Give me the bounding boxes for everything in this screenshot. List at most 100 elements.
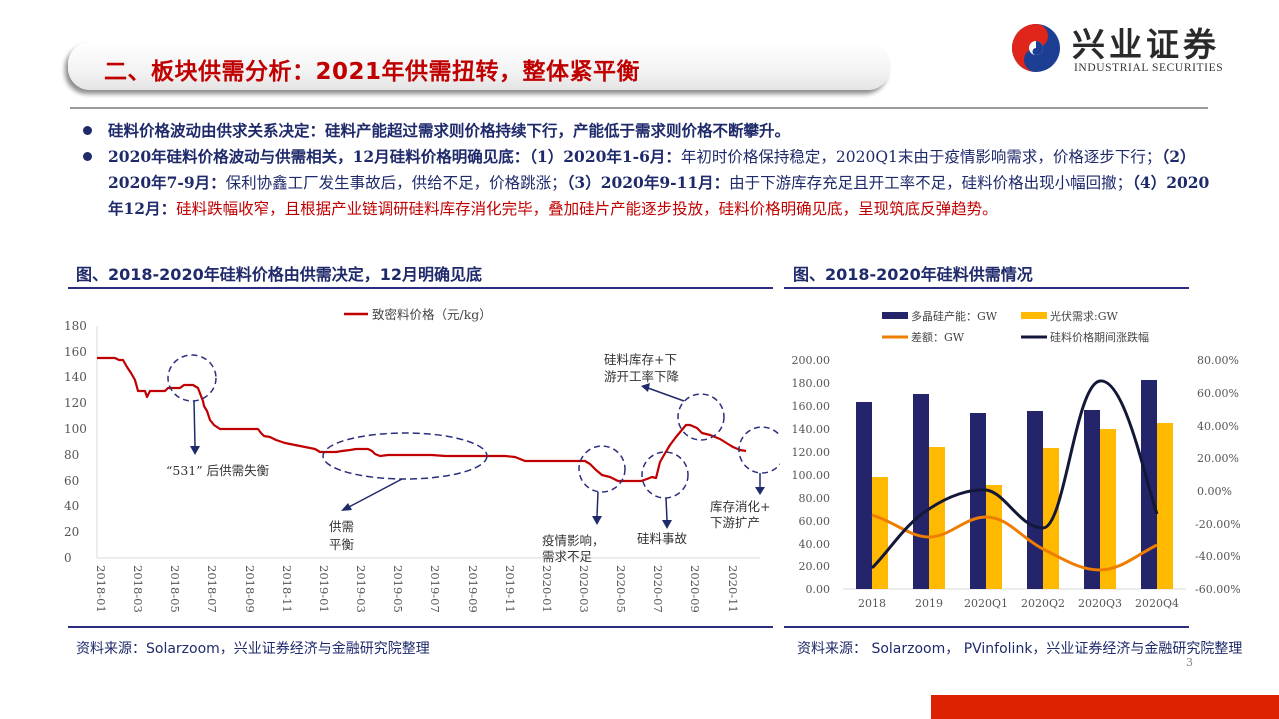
supply-demand-combo-chart: 多晶硅产能：GW 光伏需求:GW 差额：GW 硅料价格期间涨跌幅 0.00 20… (792, 309, 1241, 610)
annotation-ellipse-balance (322, 432, 488, 480)
arrowhead-icon (190, 446, 200, 455)
svg-text:140: 140 (64, 370, 87, 384)
right-y-axis-labels: -60.00% -40.00% -20.00% 0.00% 20.00% 40.… (1195, 354, 1241, 596)
svg-text:2019: 2019 (915, 597, 943, 610)
svg-text:-60.00%: -60.00% (1195, 583, 1241, 596)
left-figure-title: 图、2018-2020年硅料价格由供需决定，12月明确见底 (76, 265, 482, 284)
svg-text:2019-11: 2019-11 (503, 565, 517, 613)
annotation-label-covid-2: 需求不足 (542, 549, 593, 564)
svg-text:180.00: 180.00 (792, 377, 831, 390)
bullet-segment: 年初时价格保持稳定，2020Q1末由于疫情影响需求，价格逐步下行； (680, 148, 1162, 166)
svg-text:2018-01: 2018-01 (94, 565, 108, 613)
arrowhead-icon (662, 520, 672, 529)
svg-text:20.00: 20.00 (799, 560, 831, 573)
svg-text:80.00: 80.00 (799, 492, 831, 505)
company-logo: 兴业证券 INDUSTRIAL SECURITIES (1010, 18, 1270, 78)
arrowhead-icon (341, 503, 352, 511)
svg-text:2020Q4: 2020Q4 (1135, 597, 1179, 610)
annotation-circle-covid (578, 445, 626, 493)
annotation-label-covid-1: 疫情影响， (542, 533, 605, 548)
svg-text:180: 180 (64, 319, 87, 333)
bars-demand (872, 423, 1173, 589)
svg-text:200.00: 200.00 (792, 354, 831, 367)
svg-text:2020Q1: 2020Q1 (964, 597, 1008, 610)
slide-title-bar (68, 42, 890, 90)
right-figure-title: 图、2018-2020年硅料供需情况 (793, 265, 1033, 284)
svg-text:2019-05: 2019-05 (391, 565, 405, 613)
annotation-circle-digest (738, 426, 780, 474)
svg-text:0.00: 0.00 (806, 583, 831, 596)
bullet-dot-icon (83, 126, 92, 135)
svg-text:40: 40 (64, 499, 79, 513)
slide-title: 二、板块供需分析：2021年供需扭转，整体紧平衡 (104, 59, 641, 85)
right-figure-bottom-rule (784, 626, 1189, 628)
annotation-circle-accident (641, 451, 689, 499)
bullet-text: 硅料价格波动由供求关系决定：硅料产能超过需求则价格持续下行，产能低于需求则价格不… (108, 121, 791, 140)
svg-text:40.00: 40.00 (799, 538, 831, 551)
svg-text:80.00%: 80.00% (1197, 354, 1239, 367)
annotation-label-accident: 硅料事故 (637, 531, 688, 546)
annotation-circle-inventory (677, 393, 725, 441)
logo-english-name: INDUSTRIAL SECURITIES (1074, 62, 1224, 74)
svg-text:2019-03: 2019-03 (354, 565, 368, 613)
bullet-item-1: 硅料价格波动由供求关系决定：硅料产能超过需求则价格持续下行，产能低于需求则价格不… (80, 118, 1220, 144)
legend-label-demand: 光伏需求:GW (1050, 309, 1118, 323)
svg-text:80: 80 (64, 448, 79, 462)
arrowhead-icon (755, 487, 765, 495)
svg-text:120: 120 (64, 396, 87, 410)
annotation-label-inventory-2: 游开工率下降 (604, 369, 680, 384)
svg-text:2019-07: 2019-07 (428, 565, 442, 613)
annotation-circle-531 (167, 354, 217, 402)
svg-text:2019-01: 2019-01 (317, 565, 331, 613)
bullet-segment: （1）2020年1-6月： (529, 147, 681, 166)
annotation-label-digest-2: 下游扩产 (710, 515, 760, 530)
annotation-label-digest-1: 库存消化+ (710, 499, 770, 514)
bullet-segment: （3）2020年9-11月： (566, 173, 730, 192)
svg-text:160.00: 160.00 (792, 400, 831, 413)
svg-text:100: 100 (64, 422, 87, 436)
annotation-arrow-balance (346, 478, 403, 509)
svg-text:-40.00%: -40.00% (1195, 550, 1241, 563)
svg-text:120.00: 120.00 (792, 446, 831, 459)
bullet-item-2: 2020年硅料价格波动与供需相关，12月硅料价格明确见底：（1）2020年1-6… (80, 144, 1220, 222)
price-change-series-line (870, 379, 1159, 570)
svg-text:2018: 2018 (858, 597, 886, 610)
legend-label-price: 致密料价格（元/kg） (372, 307, 492, 322)
legend-label-gap: 差额：GW (911, 330, 965, 344)
svg-text:60.00%: 60.00% (1197, 387, 1239, 400)
logo-chinese-name: 兴业证券 (1072, 25, 1220, 64)
svg-text:2020-01: 2020-01 (540, 565, 554, 613)
header-divider (70, 107, 1208, 109)
arrowhead-icon (592, 516, 602, 525)
x-axis-labels: 2018 2019 2020Q1 2020Q2 2020Q3 2020Q4 (858, 597, 1179, 610)
svg-text:2020-09: 2020-09 (688, 565, 702, 613)
bullet-dot-icon (83, 152, 92, 161)
price-line-chart: 致密料价格（元/kg） 0 20 40 60 80 100 120 140 16… (64, 307, 780, 613)
svg-text:60: 60 (64, 474, 79, 488)
svg-text:2020-05: 2020-05 (614, 565, 628, 613)
svg-text:140.00: 140.00 (792, 423, 831, 436)
svg-text:2018-11: 2018-11 (280, 565, 294, 613)
bullet-segment: 2020年硅料价格波动与供需相关，12月硅料价格明确见底： (108, 147, 530, 166)
svg-text:2018-09: 2018-09 (243, 565, 257, 613)
left-y-axis-labels: 0.00 20.00 40.00 60.00 80.00 100.00 120.… (792, 354, 831, 596)
annotation-label-balance-1: 供需 (329, 519, 354, 534)
svg-text:2018-05: 2018-05 (168, 565, 182, 613)
left-figure-source: 资料来源：Solarzoom，兴业证券经济与金融研究院整理 (76, 641, 430, 657)
bullet-segment: 由于下游库存充足且开工率不足，硅料价格出现小幅回撤； (729, 174, 1133, 192)
bullet-segment: （2）2020年7-9月： (108, 147, 1196, 192)
svg-text:40.00%: 40.00% (1197, 420, 1239, 433)
svg-text:160: 160 (64, 345, 87, 359)
svg-text:2020-07: 2020-07 (651, 565, 665, 613)
svg-text:2018-07: 2018-07 (205, 565, 219, 613)
right-figure-top-rule (784, 287, 1189, 289)
svg-text:20: 20 (64, 525, 79, 539)
x-axis-labels: 2018-01 2018-03 2018-05 2018-07 2018-09 … (94, 565, 740, 613)
svg-text:2018-03: 2018-03 (131, 565, 145, 613)
y-axis-labels: 0 20 40 60 80 100 120 140 160 180 (64, 319, 87, 565)
svg-text:2020-11: 2020-11 (726, 565, 740, 613)
left-figure-top-rule (68, 287, 773, 289)
svg-text:100.00: 100.00 (792, 469, 831, 482)
bullet-segment: 保利协鑫工厂发生事故后，供给不足，价格跳涨； (225, 174, 567, 192)
svg-text:2020Q2: 2020Q2 (1021, 597, 1065, 610)
